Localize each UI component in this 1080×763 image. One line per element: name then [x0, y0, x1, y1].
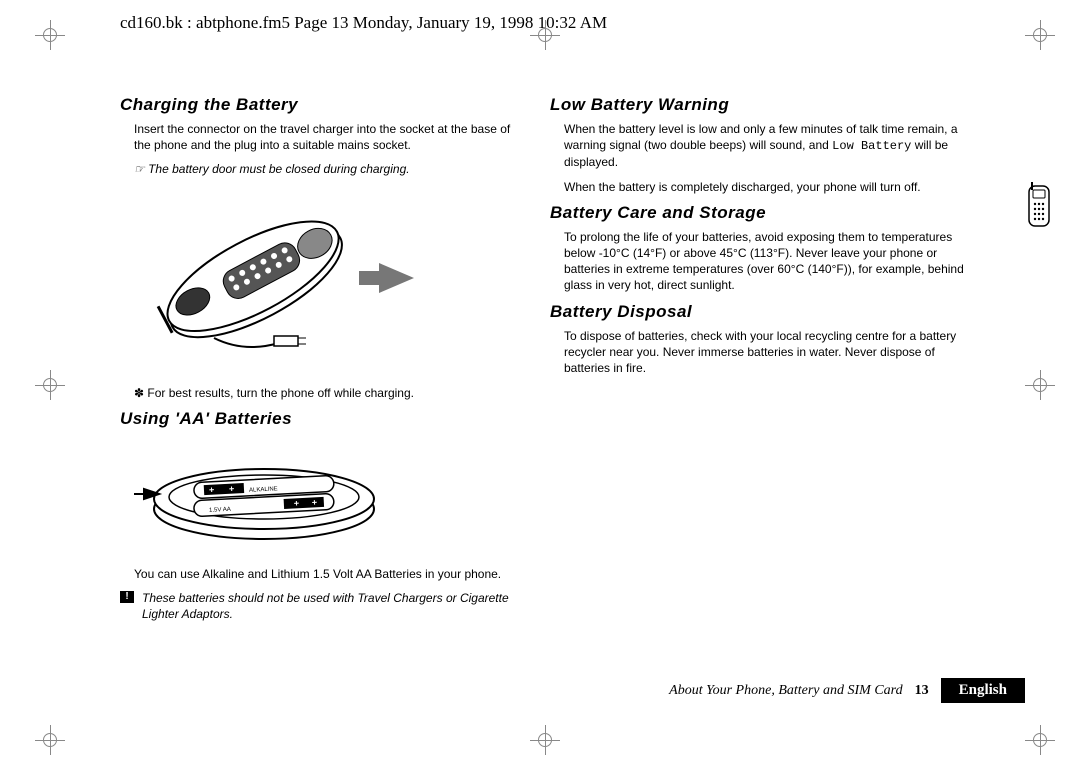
heading-charging: Charging the Battery	[120, 95, 520, 115]
crop-mark	[35, 370, 65, 400]
heading-battery-disposal: Battery Disposal	[550, 302, 970, 322]
svg-text:1.5V AA: 1.5V AA	[209, 506, 231, 513]
svg-text:+: +	[209, 484, 215, 494]
text-discharged: When the battery is completely discharge…	[550, 179, 970, 195]
text-best-results: ✽ For best results, turn the phone off w…	[120, 385, 520, 401]
phone-margin-icon	[1026, 180, 1052, 228]
footer-page-number: 13	[915, 683, 929, 699]
left-column: Charging the Battery Insert the connecto…	[120, 95, 520, 703]
caution-icon: !	[120, 591, 134, 603]
crop-mark	[530, 725, 560, 755]
footer-language-tab: English	[941, 678, 1025, 703]
footer-section-title: About Your Phone, Battery and SIM Card	[669, 683, 902, 699]
crop-mark	[35, 20, 65, 50]
page-footer: About Your Phone, Battery and SIM Card 1…	[669, 678, 1025, 703]
text-charging-insert: Insert the connector on the travel charg…	[120, 121, 520, 153]
illustration-aa-batteries: ALKALINE + + 1.5V AA + +	[134, 439, 520, 554]
note-battery-door: ☞ The battery door must be closed during…	[120, 161, 520, 177]
crop-mark	[1025, 20, 1055, 50]
text-low-battery-warning: When the battery level is low and only a…	[550, 121, 970, 171]
text-aa-use: You can use Alkaline and Lithium 1.5 Vol…	[120, 566, 520, 582]
text-battery-care: To prolong the life of your batteries, a…	[550, 229, 970, 294]
heading-low-battery: Low Battery Warning	[550, 95, 970, 115]
crop-mark	[1025, 725, 1055, 755]
illustration-phone-charger	[134, 188, 520, 373]
note-battery-door-text: The battery door must be closed during c…	[148, 162, 409, 176]
heading-aa-batteries: Using 'AA' Batteries	[120, 409, 520, 429]
page-header: cd160.bk : abtphone.fm5 Page 13 Monday, …	[120, 13, 607, 33]
text-battery-disposal: To dispose of batteries, check with your…	[550, 328, 970, 377]
arrow-icon	[359, 263, 414, 293]
svg-text:+: +	[294, 498, 300, 508]
page-content: Charging the Battery Insert the connecto…	[120, 95, 1025, 703]
crop-mark	[35, 725, 65, 755]
crop-mark	[1025, 370, 1055, 400]
caution-aa-chargers: ! These batteries should not be used wit…	[120, 590, 520, 622]
note-prefix-icon: ☞	[134, 162, 148, 176]
heading-battery-care: Battery Care and Storage	[550, 203, 970, 223]
right-column: Low Battery Warning When the battery lev…	[550, 95, 970, 703]
caution-aa-chargers-text: These batteries should not be used with …	[142, 591, 509, 621]
svg-text:+: +	[229, 483, 235, 493]
display-text-low-battery: Low Battery	[832, 139, 911, 153]
svg-text:+: +	[312, 497, 318, 507]
